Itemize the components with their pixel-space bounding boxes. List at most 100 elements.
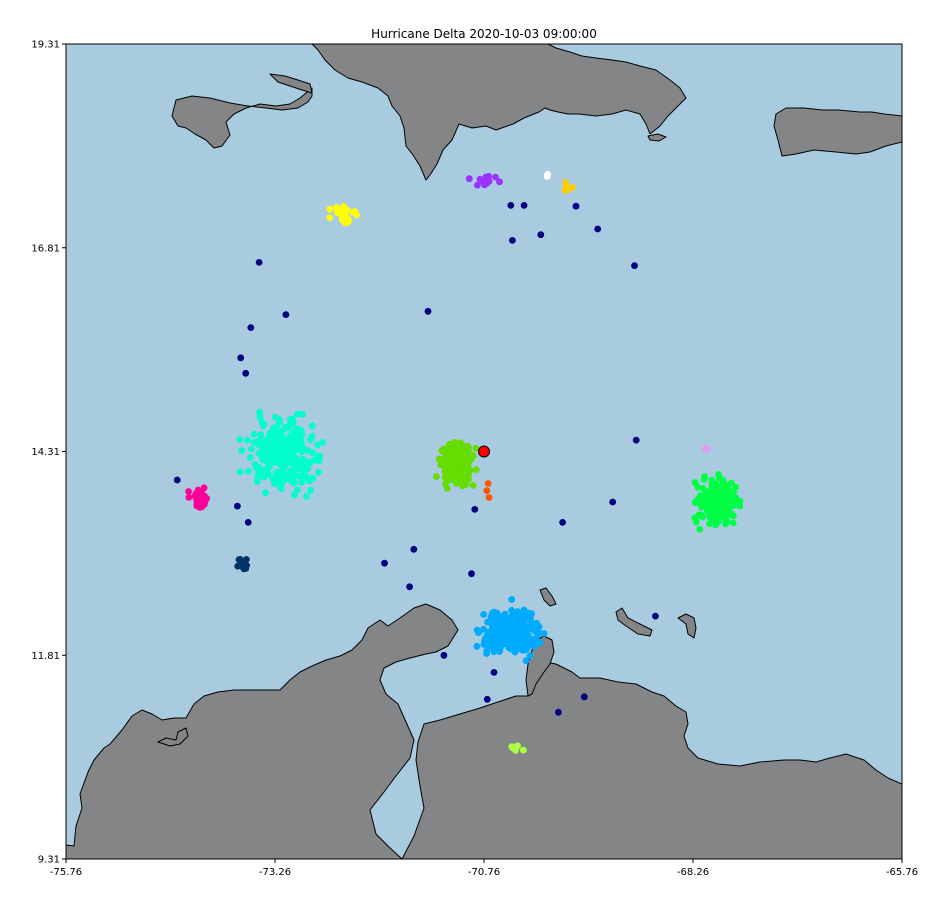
cluster-11-point [701,445,709,453]
landmasses [66,44,902,859]
cluster-0-point [287,439,295,446]
y-tick-label: 11.81 [31,651,60,662]
cluster-2-point [507,636,515,643]
cluster-10-point [483,487,491,495]
observation-point [237,354,245,362]
observation-point [594,225,602,233]
observation-point [234,502,241,510]
cluster-3-point [718,513,726,520]
land-haiti [171,87,313,149]
observation-point [471,506,479,513]
observation-point [424,307,432,315]
cluster-3-point [729,511,736,519]
cluster-0-point [273,468,280,476]
observation-point [572,202,580,210]
x-axis: -75.76 -73.26 -70.76 -68.26 -65.76 [50,859,918,878]
cluster-3-point [709,511,717,519]
cluster-0-point [280,476,288,484]
observation-point [631,262,638,270]
cluster-0-point [243,436,251,444]
cluster-0-point [282,457,290,465]
cluster-4-point [202,496,210,503]
x-tick-label: -73.26 [259,867,291,878]
cluster-2-point [528,636,536,644]
cluster-0-point [250,430,258,438]
y-tick-label: 19.31 [31,40,60,51]
y-tick-label: 16.81 [31,243,60,254]
cluster-2-point [501,610,509,618]
observation-point [559,519,566,526]
cluster-0-point [307,486,315,494]
x-tick-label: -70.76 [468,867,500,878]
cluster-4-point [200,484,208,492]
observation-point [410,545,418,553]
land-guajira [157,727,189,747]
cluster-0-point [298,479,305,486]
cluster-0-point [282,423,290,431]
land-puerto-rico [773,107,902,157]
cluster-1-point [472,466,480,473]
cluster-1-point [459,482,466,490]
cluster-1-point [469,482,477,489]
observation-point [255,259,263,266]
observation-point [632,436,640,444]
cluster-0-point [262,437,269,445]
cluster-2-point [480,625,487,633]
cluster-3-point [703,490,711,497]
cluster-2-point [507,645,515,653]
land-colombia [66,603,459,859]
cluster-1-point [449,475,456,482]
cluster-6-point [326,214,334,222]
observation-points [173,202,659,716]
cluster-12-point [512,747,519,754]
cluster-3-point [700,475,708,483]
cluster-3-point [712,492,720,500]
cluster-0-point [271,459,279,466]
cluster-0-point [258,454,266,462]
y-tick-label: 9.31 [38,855,60,866]
cluster-8-point [564,186,572,194]
observation-point [507,202,515,209]
cluster-0-point [297,437,305,445]
cluster-0-point [314,441,321,449]
cluster-0-point [271,480,278,487]
cluster-0-point [303,475,311,482]
storm-center [478,445,490,458]
observation-point [652,612,659,620]
cluster-0-point [319,439,327,446]
cluster-0-point [278,433,286,441]
cluster-3-point [708,476,716,484]
cluster-6-point [351,208,359,216]
cluster-0-point [245,468,252,475]
cluster-3-point [724,518,731,526]
cluster-0-point [246,454,254,461]
cluster-4-point [185,493,193,501]
observation-point [490,669,498,676]
cluster-0-point [256,408,263,416]
cluster-0-point [309,474,317,482]
cluster-3-point [709,516,717,523]
cluster-2-point [483,649,491,657]
cluster-0-point [279,464,287,472]
cluster-0-point [255,450,263,457]
cluster-1-point [458,466,466,474]
cluster-2-point [508,624,516,631]
cluster-0-point [269,475,276,482]
cluster-1-point [442,448,449,455]
cluster-0-point [270,424,277,432]
cluster-0-point [306,436,314,444]
cluster-10-point [484,480,492,487]
cluster-0-point [266,463,273,471]
cluster-2-point [473,642,481,650]
x-tick-label: -75.76 [50,867,82,878]
cluster-2-point [524,643,532,651]
cluster-8-point [562,179,570,186]
cluster-2-point [508,606,515,614]
observation-point [247,324,255,331]
cluster-3-point [720,485,728,492]
cluster-2-point [531,643,539,650]
cluster-2-point [494,614,502,622]
cluster-0-point [248,445,255,453]
cluster-1-point [433,473,440,480]
cluster-7-point [465,175,473,183]
